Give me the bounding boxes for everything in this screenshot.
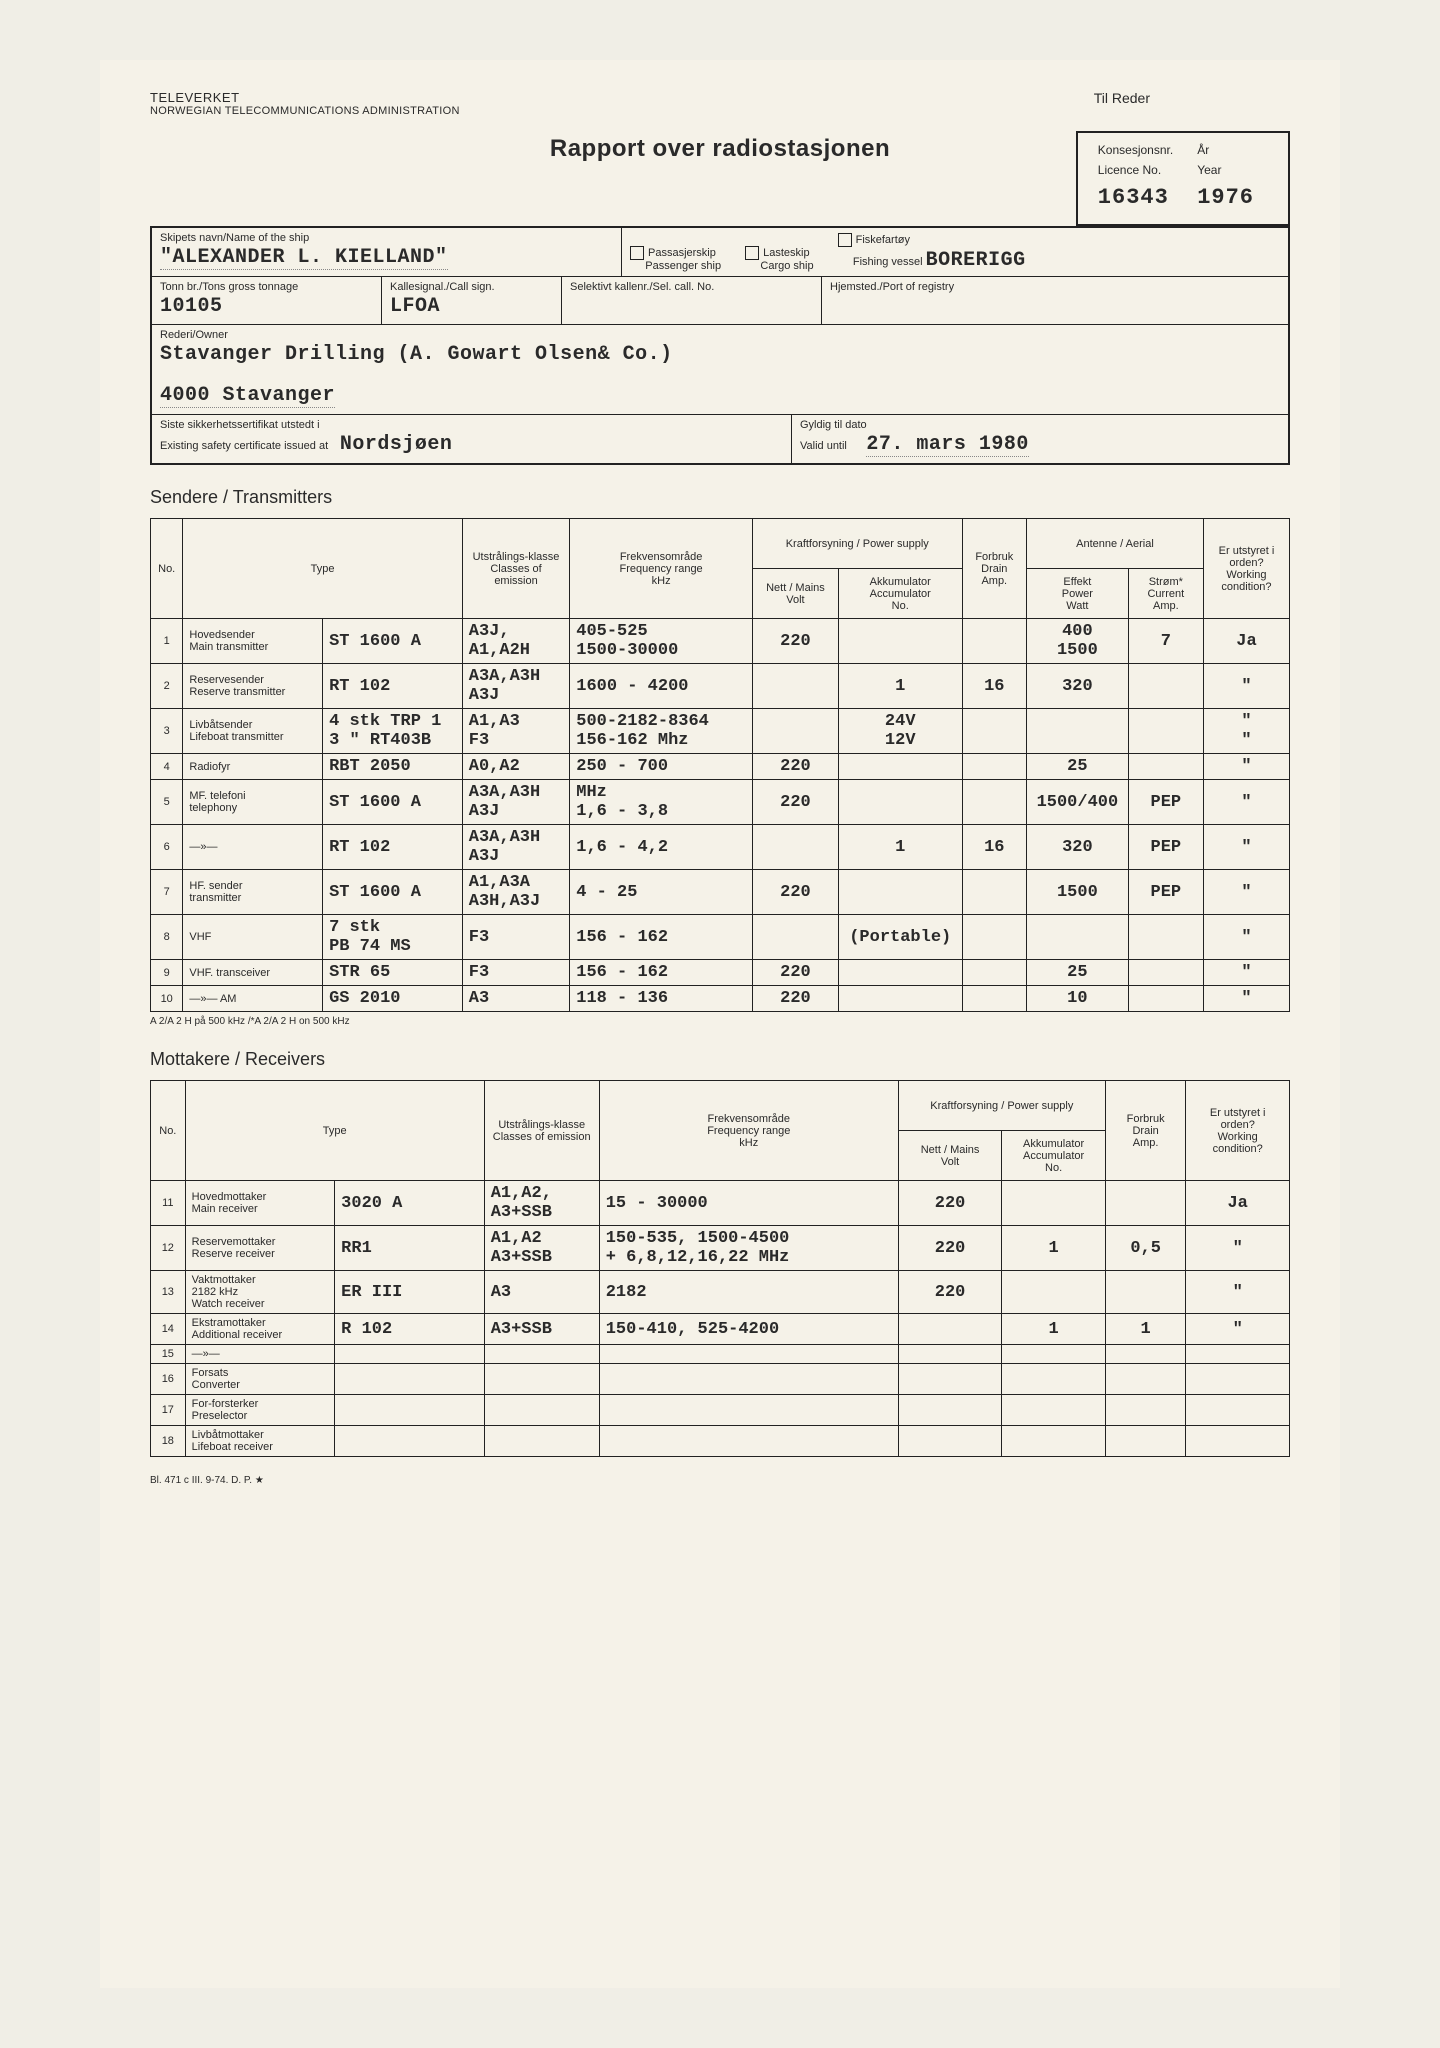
col-mains: Nett / MainsVolt bbox=[898, 1131, 1002, 1181]
valid-label-en: Valid until bbox=[800, 440, 847, 452]
ship-name-label: Skipets navn/Name of the ship bbox=[160, 232, 613, 244]
selcall-label: Selektivt kallenr./Sel. call. No. bbox=[570, 281, 813, 293]
col-emission: Utstrålings-klasseClasses of emission bbox=[484, 1081, 599, 1181]
col-aerial: Antenne / Aerial bbox=[1027, 519, 1204, 569]
table-row: 17For-forsterkerPreselector bbox=[151, 1395, 1290, 1426]
checkbox-passenger[interactable] bbox=[630, 246, 644, 260]
checkbox-fishing[interactable] bbox=[838, 233, 852, 247]
col-accum: AkkumulatorAccumulatorNo. bbox=[1002, 1131, 1106, 1181]
ship-info-box: Skipets navn/Name of the ship "ALEXANDER… bbox=[150, 226, 1290, 465]
licence-year-label: År bbox=[1193, 141, 1272, 159]
receivers-title: Mottakere / Receivers bbox=[150, 1049, 1290, 1070]
col-mains: Nett / MainsVolt bbox=[752, 569, 838, 619]
til-reder: Til Reder bbox=[1094, 90, 1150, 106]
licence-no-value: 16343 bbox=[1094, 181, 1191, 212]
col-no: No. bbox=[151, 1081, 186, 1181]
col-accum: AkkumulatorAccumulatorNo. bbox=[838, 569, 962, 619]
agency-sub: NORWEGIAN TELECOMMUNICATIONS ADMINISTRAT… bbox=[150, 105, 460, 117]
col-drain: ForbrukDrainAmp. bbox=[962, 519, 1026, 619]
owner-line2: 4000 Stavanger bbox=[160, 382, 335, 408]
col-working: Er utstyret i orden?Working condition? bbox=[1186, 1081, 1290, 1181]
cert-label: Siste sikkerhetssertifikat utstedt i bbox=[160, 419, 783, 431]
table-row: 15—»— bbox=[151, 1345, 1290, 1364]
table-row: 16ForsatsConverter bbox=[151, 1364, 1290, 1395]
table-row: 18LivbåtmottakerLifeboat receiver bbox=[151, 1426, 1290, 1457]
valid-label: Gyldig til dato bbox=[800, 419, 1280, 431]
table-row: 10—»— AMGS 2010A3118 - 13622010" bbox=[151, 986, 1290, 1012]
col-freq: FrekvensområdeFrequency rangekHz bbox=[570, 519, 753, 619]
table-row: 14EkstramottakerAdditional receiverR 102… bbox=[151, 1314, 1290, 1345]
tonnage-label: Tonn br./Tons gross tonnage bbox=[160, 281, 373, 293]
col-current: Strøm*CurrentAmp. bbox=[1128, 569, 1203, 619]
cert-label-en: Existing safety certificate issued at bbox=[160, 440, 328, 452]
tonnage-value: 10105 bbox=[160, 293, 223, 318]
owner-line1: Stavanger Drilling (A. Gowart Olsen& Co.… bbox=[160, 341, 1280, 366]
table-row: 7HF. sender transmitterST 1600 AA1,A3AA3… bbox=[151, 870, 1290, 915]
col-drain: ForbrukDrainAmp. bbox=[1105, 1081, 1186, 1181]
col-no: No. bbox=[151, 519, 183, 619]
receivers-table: No. Type Utstrålings-klasseClasses of em… bbox=[150, 1080, 1290, 1457]
col-emission: Utstrålings-klasseClasses of emission bbox=[462, 519, 569, 619]
table-row: 12ReservemottakerReserve receiverRR1A1,A… bbox=[151, 1226, 1290, 1271]
checkbox-cargo[interactable] bbox=[745, 246, 759, 260]
vessel-type-other: BORERIGG bbox=[926, 247, 1026, 272]
licence-no-label-en: Licence No. bbox=[1094, 161, 1191, 179]
table-row: 4RadiofyrRBT 2050A0,A2250 - 70022025" bbox=[151, 754, 1290, 780]
licence-year-value: 1976 bbox=[1193, 181, 1272, 212]
col-power: Kraftforsyning / Power supply bbox=[898, 1081, 1105, 1131]
callsign-value: LFOA bbox=[390, 293, 440, 318]
ship-name-value: "ALEXANDER L. KIELLAND" bbox=[160, 244, 448, 270]
col-working: Er utstyret i orden?Working condition? bbox=[1203, 519, 1289, 619]
transmitters-table: No. Type Utstrålings-klasseClasses of em… bbox=[150, 518, 1290, 1012]
table-row: 3LivbåtsenderLifeboat transmitter4 stk T… bbox=[151, 709, 1290, 754]
col-type: Type bbox=[185, 1081, 484, 1181]
table-row: 13Vaktmottaker2182 kHzWatch receiverER I… bbox=[151, 1271, 1290, 1314]
registry-label: Hjemsted./Port of registry bbox=[830, 281, 1280, 293]
table-row: 6—»—RT 102A3A,A3HA3J1,6 - 4,2116320PEP" bbox=[151, 825, 1290, 870]
owner-label: Rederi/Owner bbox=[160, 329, 1280, 341]
table-row: 5MF. telefoni telephonyST 1600 AA3A,A3HA… bbox=[151, 780, 1290, 825]
valid-value: 27. mars 1980 bbox=[866, 431, 1029, 457]
licence-year-label-en: Year bbox=[1193, 161, 1272, 179]
callsign-label: Kallesignal./Call sign. bbox=[390, 281, 553, 293]
table-row: 11HovedmottakerMain receiver3020 AA1,A2,… bbox=[151, 1181, 1290, 1226]
licence-box: Konsesjonsnr. År Licence No. Year 16343 … bbox=[1076, 131, 1290, 226]
licence-no-label: Konsesjonsnr. bbox=[1094, 141, 1191, 159]
col-watt: EffektPowerWatt bbox=[1027, 569, 1129, 619]
col-freq: FrekvensområdeFrequency rangekHz bbox=[599, 1081, 898, 1181]
table-row: 9VHF. transceiverSTR 65F3156 - 16222025" bbox=[151, 960, 1290, 986]
tx-footnote: A 2/A 2 H på 500 kHz /*A 2/A 2 H on 500 … bbox=[150, 1016, 1290, 1027]
col-power: Kraftforsyning / Power supply bbox=[752, 519, 962, 569]
table-row: 8VHF7 stkPB 74 MSF3156 - 162(Portable)" bbox=[151, 915, 1290, 960]
transmitters-title: Sendere / Transmitters bbox=[150, 487, 1290, 508]
footer-code: Bl. 471 c III. 9-74. D. P. ★ bbox=[150, 1475, 1290, 1486]
table-row: 1HovedsenderMain transmitterST 1600 AA3J… bbox=[151, 619, 1290, 664]
form-page: TELEVERKET NORWEGIAN TELECOMMUNICATIONS … bbox=[100, 60, 1340, 1988]
col-type: Type bbox=[183, 519, 462, 619]
agency-name: TELEVERKET bbox=[150, 90, 460, 105]
cert-at-value: Nordsjøen bbox=[340, 431, 453, 456]
table-row: 2ReservesenderReserve transmitterRT 102A… bbox=[151, 664, 1290, 709]
